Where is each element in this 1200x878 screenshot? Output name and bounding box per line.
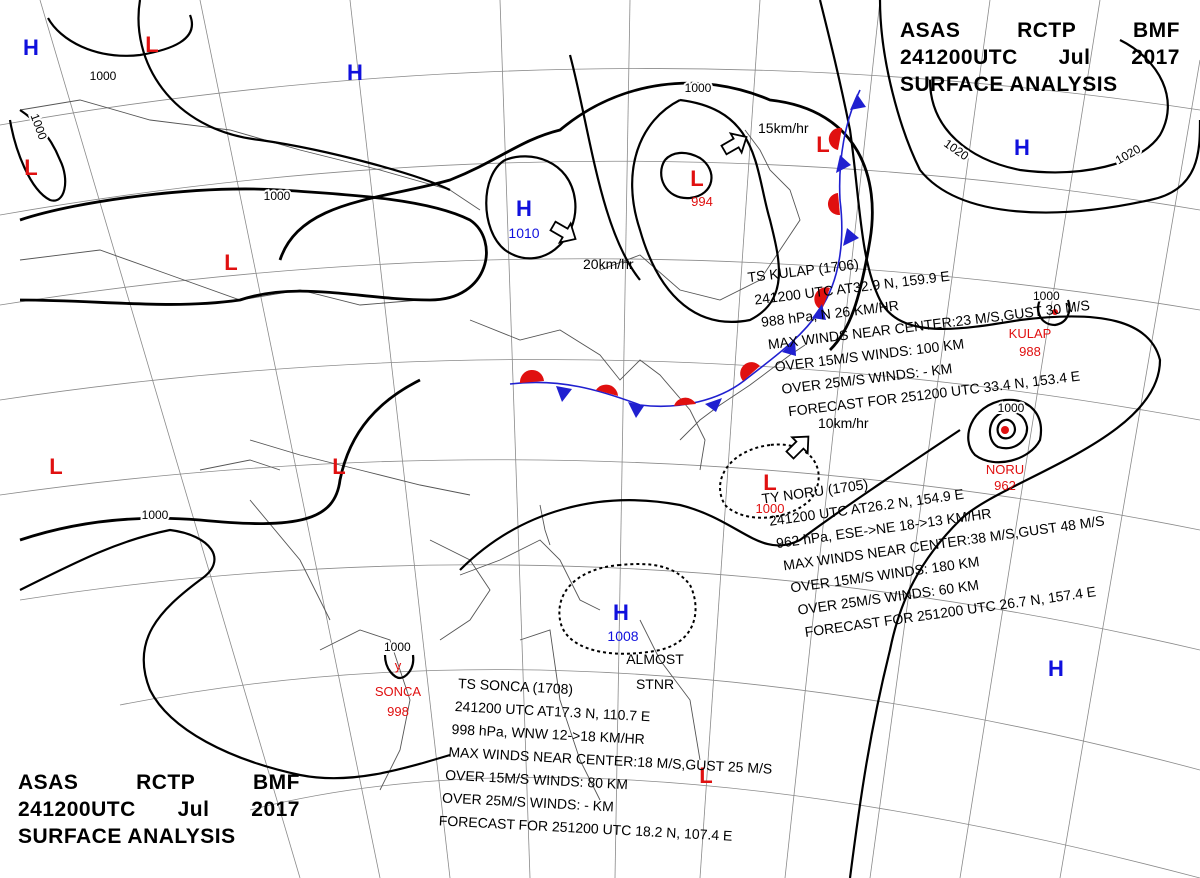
storm-info-line: TS SONCA (1708): [458, 675, 574, 697]
typhoon-name: SONCA: [375, 684, 422, 699]
low-center-marker: L: [699, 763, 712, 788]
storm-center-icon: [1001, 426, 1009, 434]
isobars: [8, 0, 1200, 878]
storm-info-line: 998 hPa, WNW 12->18 KM/HR: [451, 721, 645, 747]
low-center-marker: L: [24, 155, 37, 180]
high-center-marker: H: [23, 35, 39, 60]
low-center-marker: L: [763, 470, 776, 495]
low-center-marker: L: [816, 132, 829, 157]
isobar-label: 1020: [1113, 142, 1143, 168]
storm-info-line: OVER 15M/S WINDS: 80 KM: [445, 767, 628, 793]
isobar-label: 1000: [998, 401, 1025, 415]
stationary-front: [509, 89, 866, 418]
motion-speed-label: 10km/hr: [818, 415, 869, 431]
isobar-label: 1000: [264, 189, 291, 203]
storm-info-line: 241200 UTC AT17.3 N, 110.7 E: [454, 698, 650, 724]
typhoon-isobar-label: 1000: [1033, 289, 1060, 303]
isobar-label: 1000: [28, 112, 50, 142]
storm-info-sonca: TS SONCA (1708) 241200 UTC AT17.3 N, 110…: [438, 675, 772, 844]
chart-header-top-right: ASAS RCTP BMF 241200UTC Jul 2017 SURFACE…: [900, 17, 1180, 98]
motion-speed-label: 20km/hr: [583, 256, 634, 272]
header-product: BMF: [1133, 19, 1180, 42]
almost-stationary-label: ALMOST: [626, 651, 684, 667]
typhoon-symbols: 1000 KULAP 988 NORU 962 1000 y SONCA 998: [375, 288, 1062, 720]
dotted-isobars: [558, 443, 820, 655]
header-year: 2017: [1131, 46, 1180, 69]
typhoon-isobar-label: 1000: [384, 640, 411, 654]
typhoon-pressure: 962: [994, 478, 1016, 493]
isobar-label: 1020: [941, 136, 971, 163]
header-time: 241200UTC: [900, 46, 1018, 69]
storm-center-icon: [1052, 309, 1058, 315]
high-center-marker: H: [516, 196, 532, 221]
low-center-marker: L: [49, 454, 62, 479]
almost-stationary-label: STNR: [636, 676, 674, 692]
storm-info-line: FORECAST FOR 251200 UTC 18.2 N, 107.4 E: [438, 812, 732, 843]
high-pressure-value: 1010: [508, 225, 539, 241]
header-station: RCTP: [1017, 19, 1077, 42]
high-center-marker: H: [1048, 656, 1064, 681]
pressure-centers: H L H L H 1010 L 994 L H L L L L 1000 H …: [23, 32, 1064, 788]
typhoon-pressure: 988: [1019, 344, 1041, 359]
motion-speed-label: 15km/hr: [758, 120, 809, 136]
high-center-marker: H: [613, 600, 629, 625]
isobar-label: 1000: [685, 81, 712, 95]
low-center-marker: L: [145, 32, 158, 57]
header-agency: ASAS: [900, 19, 961, 42]
motion-arrow-icon: [546, 215, 582, 250]
header-title: SURFACE ANALYSIS: [900, 73, 1118, 96]
typhoon-circles: [383, 299, 1071, 680]
low-pressure-value: 994: [691, 194, 713, 209]
header-title: SURFACE ANALYSIS: [18, 825, 236, 848]
header-time: 241200UTC: [18, 798, 136, 821]
coastlines: [19, 99, 806, 801]
high-pressure-value: 1008: [607, 628, 638, 644]
isobar-label: 1000: [90, 69, 117, 83]
typhoon-marker: y: [395, 658, 402, 673]
low-pressure-value: 1000: [756, 501, 785, 516]
low-center-marker: L: [332, 454, 345, 479]
header-month: Jul: [1058, 46, 1091, 69]
header-year: 2017: [251, 798, 300, 821]
header-agency: ASAS: [18, 771, 79, 794]
typhoon-name: NORU: [986, 462, 1024, 477]
high-center-marker: H: [1014, 135, 1030, 160]
motion-vectors: 15km/hr 20km/hr 10km/hr ALMOST STNR: [546, 120, 869, 692]
isobar-label: 1000: [142, 508, 169, 522]
isobar-labels: 1000 1000 1000 1000 1020 1020 1000 1000: [26, 67, 1146, 524]
typhoon-pressure: 998: [387, 704, 409, 719]
header-month: Jul: [177, 798, 210, 821]
high-center-marker: H: [347, 60, 363, 85]
typhoon-name: KULAP: [1009, 326, 1052, 341]
low-center-marker: L: [690, 166, 703, 191]
chart-header-bottom-left: ASAS RCTP BMF 241200UTC Jul 2017 SURFACE…: [18, 769, 300, 850]
header-product: BMF: [253, 771, 300, 794]
header-station: RCTP: [136, 771, 196, 794]
low-center-marker: L: [224, 250, 237, 275]
